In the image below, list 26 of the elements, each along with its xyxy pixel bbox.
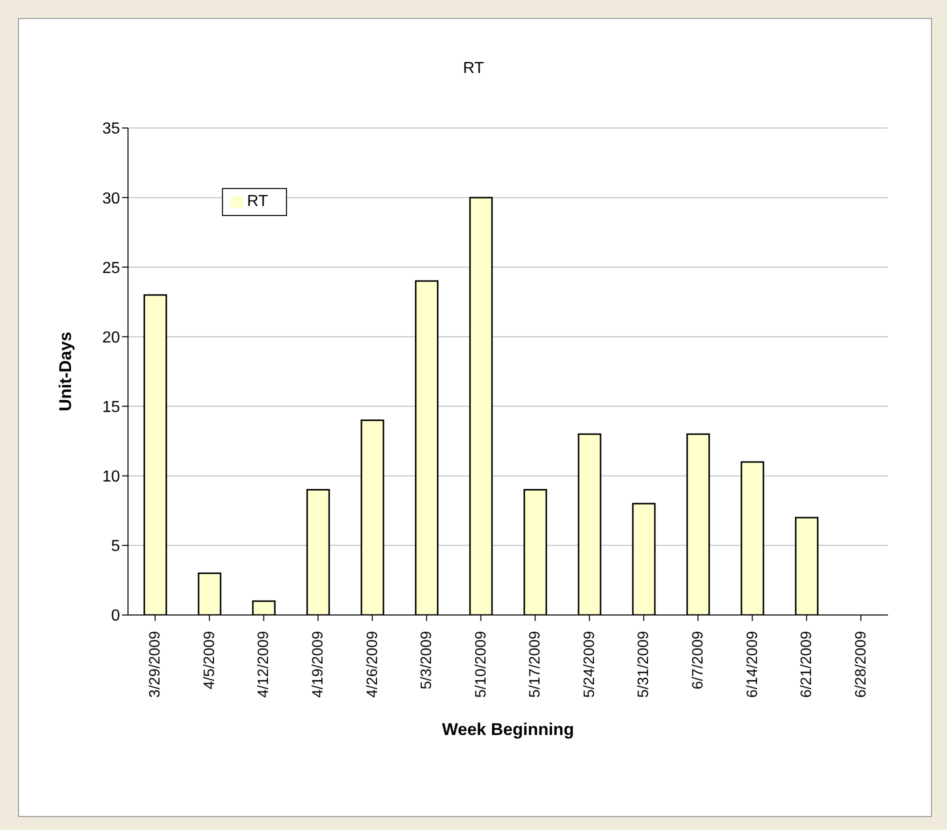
x-tick-label: 5/24/2009 <box>580 631 598 698</box>
x-tick-label: 4/19/2009 <box>310 631 326 698</box>
legend-label: RT <box>247 193 268 210</box>
chart-title: RT <box>462 60 486 78</box>
x-tick-label: 6/28/2009 <box>852 631 870 698</box>
x-tick-label: 6/21/2009 <box>798 631 816 698</box>
y-tick-label: 30 <box>102 190 120 208</box>
y-tick-label: 15 <box>102 398 120 416</box>
x-tick-label: 3/29/2009 <box>146 631 164 698</box>
x-tick-label: 4/12/2009 <box>255 631 272 698</box>
x-tick-label: 4/5/2009 <box>200 631 218 690</box>
x-tick-label: 6/14/2009 <box>744 631 761 698</box>
x-tick-label: 4/26/2009 <box>364 631 381 698</box>
y-tick-label: 20 <box>102 329 120 346</box>
y-tick-label: 0 <box>111 608 120 625</box>
y-tick-label: 35 <box>102 120 120 138</box>
x-tick-label: 5/31/2009 <box>635 631 652 698</box>
y-tick-label: 5 <box>111 538 120 556</box>
y-axis-title: Unit-Days <box>56 332 76 412</box>
x-tick-label: 6/7/2009 <box>690 631 706 690</box>
y-tick-label: 25 <box>102 260 120 277</box>
x-tick-label: 5/10/2009 <box>472 631 490 698</box>
y-tick-label: 10 <box>102 468 120 486</box>
x-tick-label: 5/17/2009 <box>526 631 544 698</box>
x-axis-title: Week Beginning <box>442 720 574 739</box>
x-tick-label: 5/3/2009 <box>418 631 436 690</box>
